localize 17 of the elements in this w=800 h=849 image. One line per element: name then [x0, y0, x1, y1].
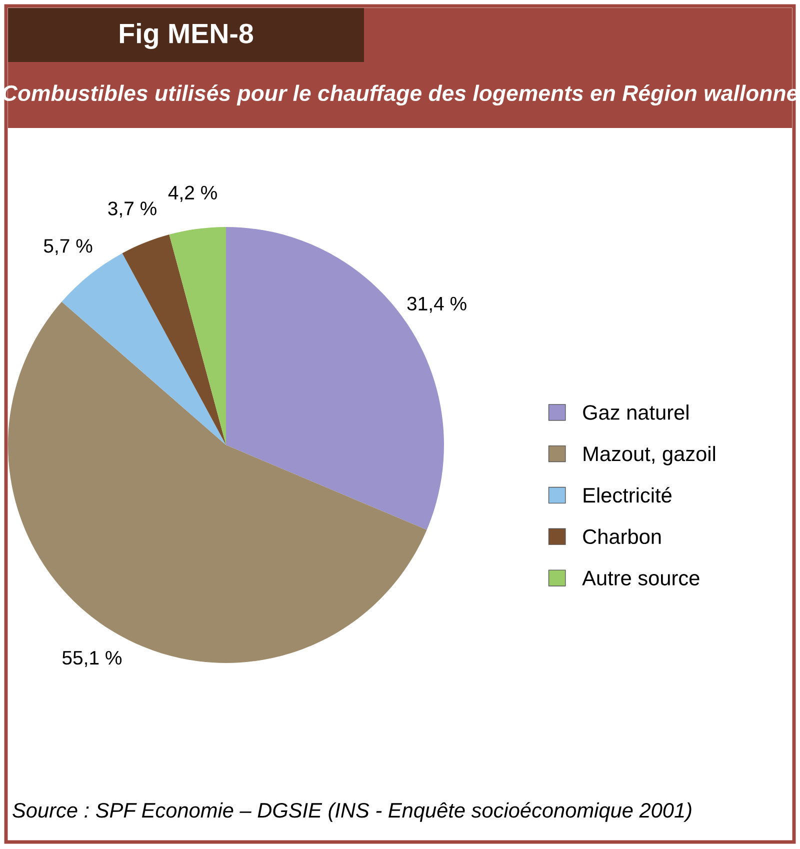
pie-slice — [169, 227, 226, 445]
source-note: Source : SPF Economie – DGSIE (INS - Enquête socioéconomique 2001) — [12, 802, 692, 822]
text: Fig MEN-8 — [120, 22, 254, 50]
data-label: 4,2 % — [168, 186, 217, 202]
chart-title: Combustibles utilisés pour le chauffage des logements en Région wallonne — [2, 84, 798, 106]
pie-slice — [122, 234, 226, 445]
legend-label: Autre source — [582, 570, 700, 586]
data-label: 3,7 % — [108, 202, 156, 218]
legend-label: Electricité — [584, 487, 672, 503]
data-label: 5,7 % — [44, 239, 92, 256]
legend-label: Charbon — [583, 528, 661, 544]
data-label: 31,4 % — [407, 296, 466, 313]
pie-slice — [62, 253, 226, 445]
legend-label: Mazout, gazoil — [584, 446, 716, 466]
pie-slice — [226, 227, 444, 530]
legend-label: Gaz naturel — [583, 404, 688, 420]
data-label: 55,1 % — [62, 650, 122, 667]
